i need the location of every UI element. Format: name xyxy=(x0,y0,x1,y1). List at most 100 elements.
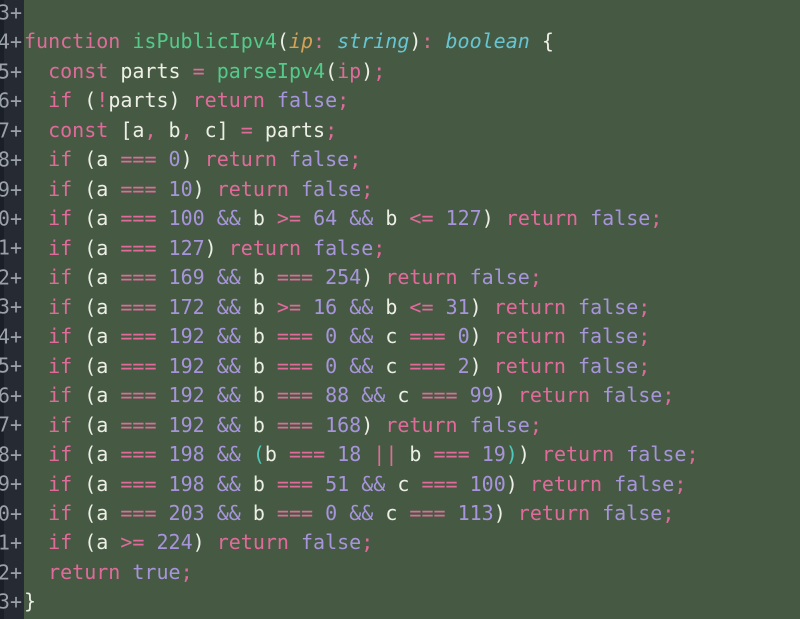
code-line[interactable]: 26+ if (a === 192 && b === 88 && c === 9… xyxy=(0,381,800,413)
code-token: === xyxy=(276,265,314,290)
code-token: ; xyxy=(349,147,362,172)
code-line[interactable]: 28+ if (a === 198 && (b === 18 || b === … xyxy=(0,440,800,472)
code-token: return xyxy=(505,206,579,231)
code-line[interactable]: 21+ if (a === 127) return false; xyxy=(0,234,800,266)
code-token xyxy=(361,442,373,466)
code-line[interactable]: 22+ if (a === 169 && b === 254) return f… xyxy=(0,265,800,295)
code-token: === xyxy=(421,383,458,408)
code-token xyxy=(156,442,168,466)
code-token: } xyxy=(24,589,37,614)
code-token xyxy=(120,560,132,584)
line-number: 17+ xyxy=(0,118,22,143)
code-token xyxy=(265,88,277,112)
code-line[interactable]: 17+ const [a, b, c] = parts; xyxy=(0,117,800,148)
code-token: ( xyxy=(325,58,338,83)
code-token xyxy=(434,206,446,230)
code-token: ) xyxy=(469,353,494,378)
code-token: ) xyxy=(517,442,542,467)
code-token xyxy=(156,265,168,289)
code-token xyxy=(24,324,48,348)
code-token xyxy=(325,442,337,466)
code-token xyxy=(24,88,48,112)
code-text: if (a === 198 && (b === 18 || b === 19))… xyxy=(24,440,800,469)
code-token: return xyxy=(517,500,591,525)
code-token: && xyxy=(349,206,374,231)
code-line[interactable]: 19+ if (a === 10) return false; xyxy=(0,175,800,207)
code-token xyxy=(349,383,361,407)
code-token: 192 xyxy=(168,324,205,349)
code-token: && xyxy=(349,500,374,525)
code-token xyxy=(313,324,325,348)
code-token xyxy=(566,354,578,378)
code-token: ) xyxy=(493,383,518,408)
code-token: (a xyxy=(72,206,121,231)
code-token: 127 xyxy=(168,235,205,260)
code-token: return xyxy=(385,412,458,437)
code-token: false xyxy=(578,353,639,378)
code-token: ; xyxy=(650,206,663,231)
code-token: return xyxy=(385,265,458,290)
code-token: return xyxy=(216,530,289,555)
code-token: if xyxy=(48,176,73,201)
code-token: false xyxy=(578,324,639,349)
code-token xyxy=(205,413,217,437)
code-line[interactable]: 24+ if (a === 192 && b === 0 && c === 0)… xyxy=(0,324,800,354)
code-line[interactable]: 32+ return true; xyxy=(0,559,800,590)
code-line[interactable]: 33+} xyxy=(0,589,800,619)
code-line[interactable]: 20+ if (a === 100 && b >= 64 && b <= 127… xyxy=(0,206,800,236)
code-token: && xyxy=(216,353,241,378)
code-token: false xyxy=(602,500,663,525)
code-token xyxy=(156,354,168,378)
code-token xyxy=(602,472,614,496)
code-token: true xyxy=(132,559,181,584)
code-token: && xyxy=(361,383,386,408)
code-token: ) xyxy=(361,265,386,290)
gutter-cell: 15+ xyxy=(0,58,24,89)
code-text: if (a === 127) return false; xyxy=(24,234,800,263)
code-token: ip xyxy=(337,58,362,83)
code-token: 198 xyxy=(168,471,205,496)
code-line[interactable]: 15+ const parts = parseIpv4(ip); xyxy=(0,58,800,89)
line-number: 32+ xyxy=(0,560,22,585)
code-text: if (a === 192 && b === 88 && c === 99) r… xyxy=(24,381,800,410)
code-token xyxy=(205,442,217,466)
code-line[interactable]: 18+ if (a === 0) return false; xyxy=(0,147,800,177)
code-token: === xyxy=(120,383,157,408)
gutter-cell: 31+ xyxy=(0,530,24,560)
code-token: { xyxy=(529,29,554,54)
code-token: && xyxy=(216,471,241,496)
code-token: if xyxy=(48,530,73,555)
code-token: 19 xyxy=(481,442,506,467)
code-token: === xyxy=(409,324,446,349)
code-token: 224 xyxy=(156,530,193,555)
code-token: 192 xyxy=(168,412,205,437)
line-number: 22+ xyxy=(0,265,22,290)
code-token xyxy=(24,206,48,230)
line-number: 14+ xyxy=(0,29,22,54)
code-token: >= xyxy=(120,530,145,555)
code-text: if (a === 10) return false; xyxy=(24,175,800,204)
code-token: 192 xyxy=(168,383,205,408)
code-token xyxy=(433,29,445,53)
code-token xyxy=(24,59,48,83)
code-line[interactable]: 25+ if (a === 192 && b === 0 && c === 2)… xyxy=(0,353,800,384)
code-line[interactable]: 14+function isPublicIpv4(ip: string): bo… xyxy=(0,27,800,59)
code-token: ) xyxy=(469,324,494,349)
code-token xyxy=(156,147,168,171)
code-line[interactable]: 23+ if (a === 172 && b >= 16 && b <= 31)… xyxy=(0,294,800,325)
code-token: <= xyxy=(409,206,434,231)
code-token: (a xyxy=(72,324,121,349)
code-token xyxy=(205,354,217,378)
code-text: function isPublicIpv4(ip: string): boole… xyxy=(24,27,800,56)
code-token: ) xyxy=(361,58,374,83)
code-token: ( xyxy=(252,442,265,467)
code-token: b xyxy=(373,206,410,231)
code-line[interactable]: 29+ if (a === 198 && b === 51 && c === 1… xyxy=(0,471,800,501)
code-line[interactable]: 31+ if (a >= 224) return false; xyxy=(0,530,800,560)
code-token: 18 xyxy=(337,442,362,467)
code-line[interactable]: 16+ if (!parts) return false; xyxy=(0,88,800,118)
code-line[interactable]: 13+ xyxy=(0,0,800,30)
code-line[interactable]: 27+ if (a === 192 && b === 168) return f… xyxy=(0,412,800,443)
code-line[interactable]: 30+ if (a === 203 && b === 0 && c === 11… xyxy=(0,500,800,531)
